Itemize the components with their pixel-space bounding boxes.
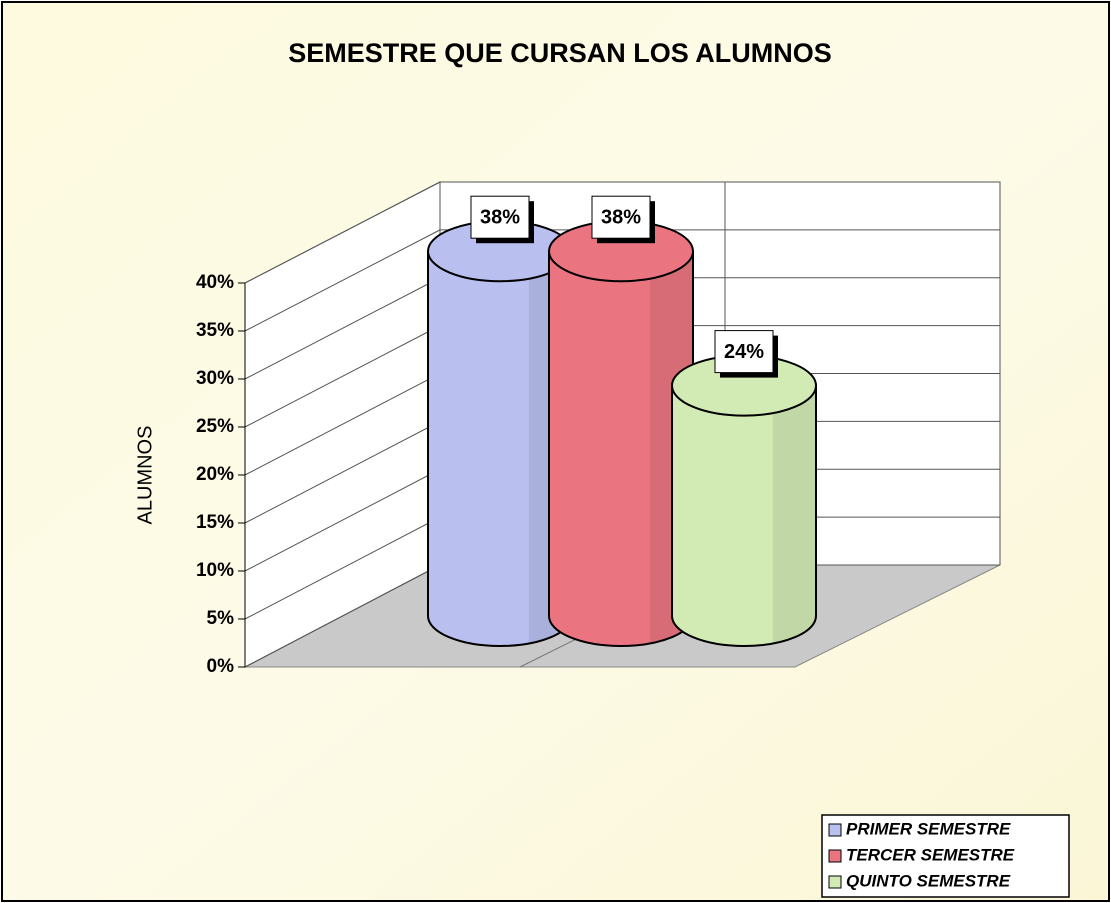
y-axis-label: ALUMNOS xyxy=(134,426,156,525)
grid-line xyxy=(244,516,441,620)
legend-box xyxy=(821,814,1070,898)
value-label-box xyxy=(591,195,651,239)
y-tick-label: 15% xyxy=(196,512,234,533)
grid-line xyxy=(244,229,441,332)
y-tick-label: 35% xyxy=(196,320,234,341)
cylinder-shade xyxy=(772,385,816,643)
y-tick-label: 5% xyxy=(207,608,235,629)
cylinder-body xyxy=(671,384,817,647)
value-label-box xyxy=(470,195,530,239)
legend-swatch xyxy=(828,823,842,837)
y-tick-label: 0% xyxy=(207,656,235,677)
y-tick-label: 30% xyxy=(196,368,234,389)
legend-swatch xyxy=(828,875,842,889)
y-tick-label: 10% xyxy=(196,560,234,581)
y-tick-label: 25% xyxy=(196,416,234,437)
legend-swatch xyxy=(828,849,842,863)
grid-line xyxy=(244,468,441,572)
value-label: 38% xyxy=(480,206,520,228)
grid-line xyxy=(244,181,441,284)
grid-line xyxy=(244,420,441,524)
value-label: 38% xyxy=(601,206,641,228)
grid-line xyxy=(244,564,441,668)
grid-line xyxy=(244,373,441,476)
y-tick-label: 20% xyxy=(196,464,234,485)
y-tick-label: 40% xyxy=(196,272,234,293)
legend-label: PRIMER SEMESTRE xyxy=(846,819,1011,838)
legend-label: TERCER SEMESTRE xyxy=(846,845,1015,864)
grid-line xyxy=(244,325,441,428)
grid-line xyxy=(244,277,441,380)
value-label: 24% xyxy=(724,341,764,363)
legend-label: QUINTO SEMESTRE xyxy=(846,871,1011,890)
value-label-box xyxy=(714,330,774,374)
chart-title: SEMESTRE QUE CURSAN LOS ALUMNOS xyxy=(288,38,832,68)
